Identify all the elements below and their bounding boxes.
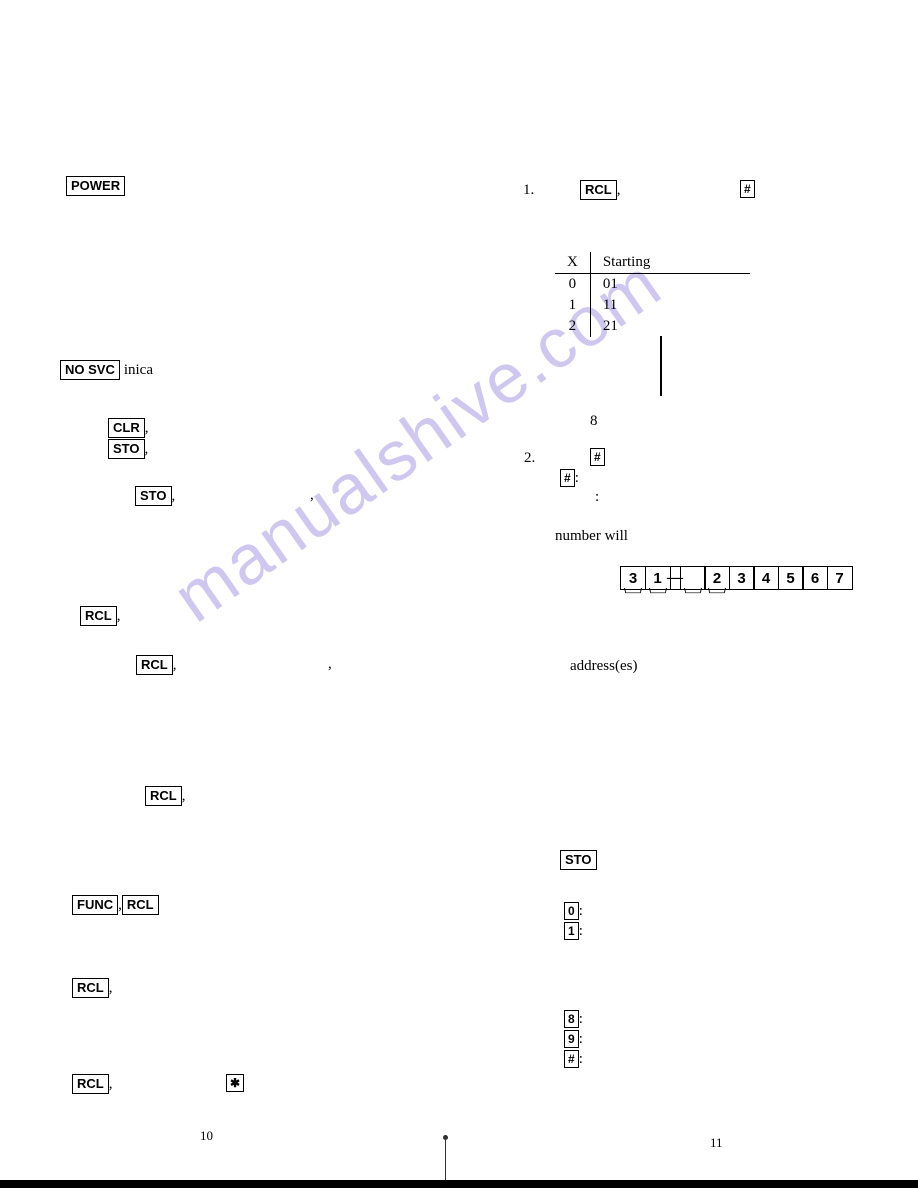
table-row: 221	[555, 316, 750, 337]
page-number-right: 11	[710, 1135, 723, 1151]
comma: ,	[173, 657, 177, 673]
step-1: 1.	[523, 182, 534, 199]
addresses-text: address(es)	[570, 658, 637, 675]
rcl-key: RCL	[72, 1074, 109, 1094]
comma: ,	[145, 420, 149, 436]
digit-display: 3 1 — 2 3 4 5 6 7	[620, 566, 853, 590]
rcl-key: RCL	[145, 786, 182, 806]
comma: ,	[145, 441, 149, 457]
hash-key: #	[740, 180, 755, 198]
comma: ,	[109, 1076, 113, 1092]
digit: 3	[729, 566, 755, 590]
sto-key: STO	[108, 439, 145, 459]
digit: 2	[704, 566, 730, 590]
comma: ,	[182, 788, 186, 804]
colon: :	[579, 1031, 583, 1047]
comma: ,	[310, 487, 314, 504]
hash-key: #	[564, 1050, 579, 1068]
func-key: FUNC	[72, 895, 118, 915]
colon: :	[579, 923, 583, 939]
digit: 5	[778, 566, 804, 590]
nosvc-key: NO SVC	[60, 360, 120, 380]
colon: :	[595, 489, 599, 506]
key-8: 8	[564, 1010, 579, 1028]
hash-key: #	[560, 469, 575, 487]
digit: 4	[753, 566, 779, 590]
page-divider	[445, 1135, 446, 1180]
rcl-key: RCL	[72, 978, 109, 998]
table-vline	[660, 336, 662, 396]
bottom-bar	[0, 1180, 918, 1188]
rcl-key: RCL	[80, 606, 117, 626]
nosvc-text: inica	[124, 362, 153, 378]
star-key: ✱	[226, 1074, 244, 1092]
rcl-key: RCL	[580, 180, 617, 200]
key-0: 0	[564, 902, 579, 920]
digit: 6	[802, 566, 828, 590]
colon: :	[575, 470, 579, 486]
comma: ,	[172, 488, 176, 504]
step-2: 2.	[524, 450, 535, 467]
digit	[680, 566, 706, 590]
comma: ,	[109, 980, 113, 996]
table-header-starting: Starting	[590, 252, 750, 274]
hash-key: #	[590, 448, 605, 466]
key-1: 1	[564, 922, 579, 940]
rcl-key: RCL	[136, 655, 173, 675]
colon: :	[579, 1011, 583, 1027]
sto-key: STO	[135, 486, 172, 506]
page-number-left: 10	[200, 1128, 213, 1144]
power-key: POWER	[66, 176, 125, 196]
digit: 7	[827, 566, 853, 590]
rcl-key: RCL	[122, 895, 159, 915]
table-row: 001	[555, 274, 750, 296]
comma: ,	[328, 656, 332, 673]
colon: :	[579, 1051, 583, 1067]
table-header-x: X	[555, 252, 590, 274]
number-will-text: number will	[555, 528, 628, 545]
clr-key: CLR	[108, 418, 145, 438]
sto-key: STO	[560, 850, 597, 870]
key-9: 9	[564, 1030, 579, 1048]
eight: 8	[590, 413, 598, 430]
colon: :	[579, 903, 583, 919]
comma: ,	[117, 608, 121, 624]
digit: 3	[620, 566, 646, 590]
table-row: 111	[555, 295, 750, 316]
starting-table: X Starting 001 111 221	[555, 252, 750, 337]
digit: 1	[645, 566, 671, 590]
